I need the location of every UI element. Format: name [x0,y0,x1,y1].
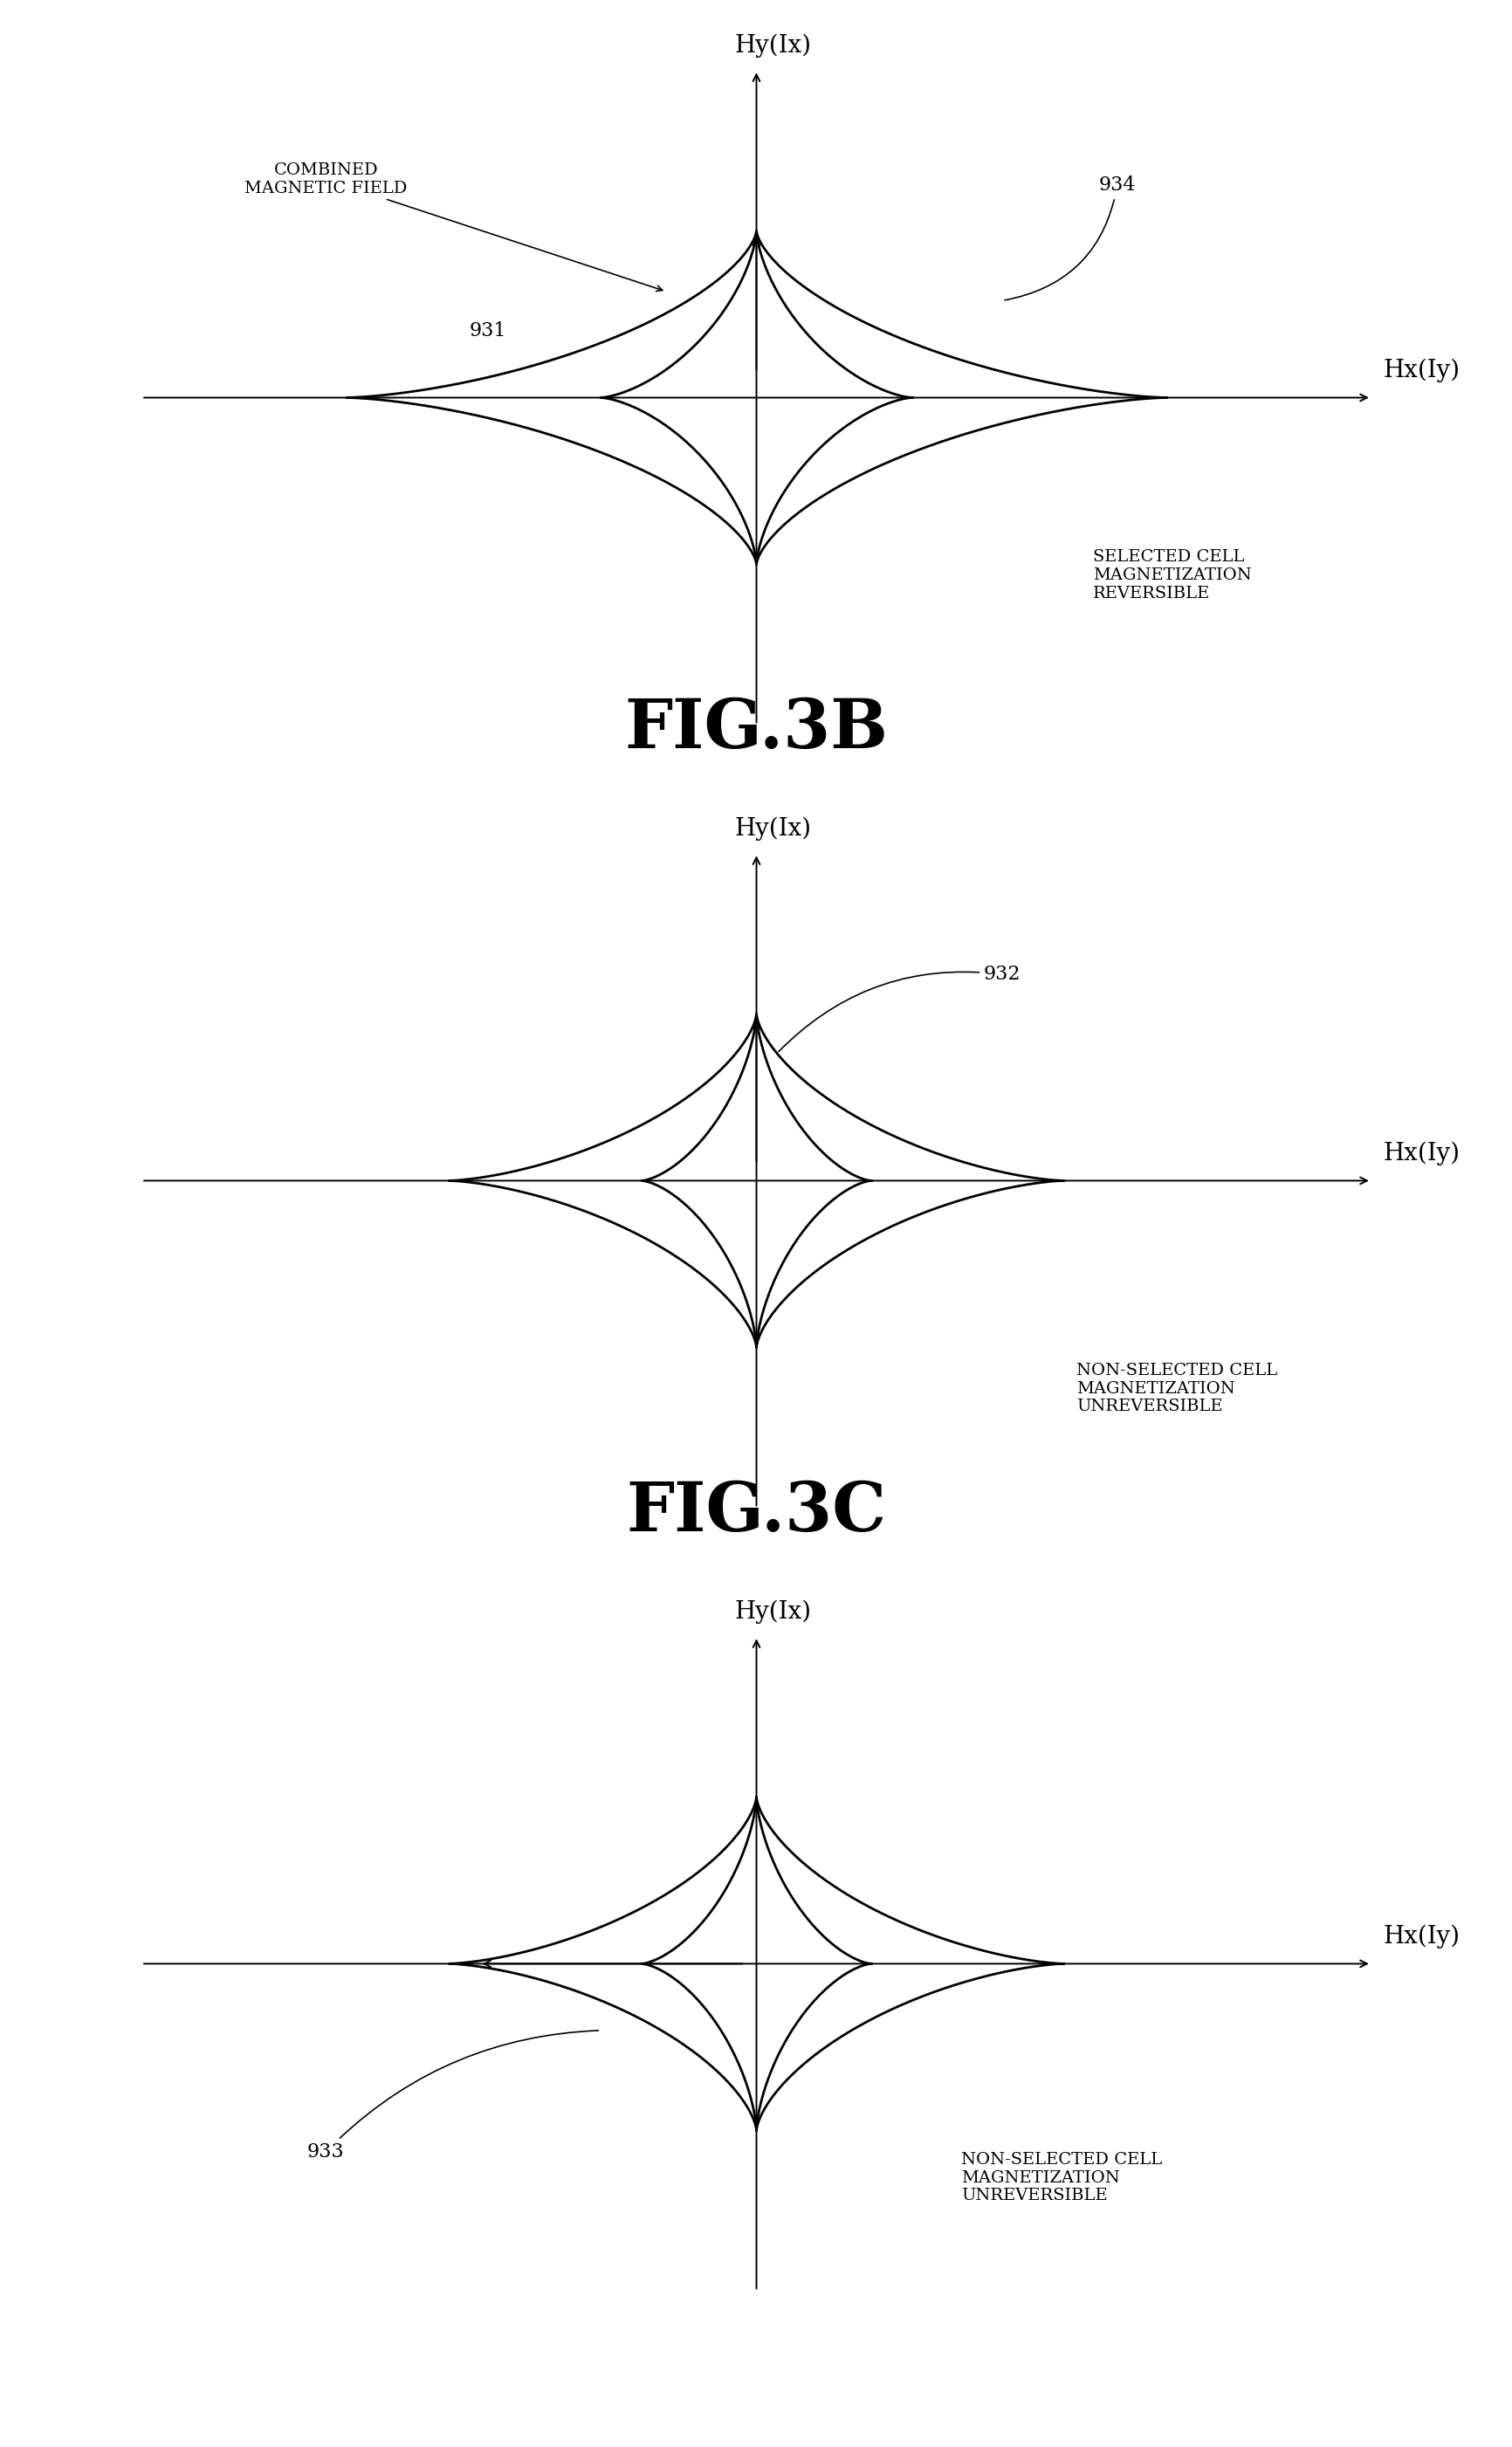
Text: Hx(Iy): Hx(Iy) [1383,1926,1459,1948]
Text: NON-SELECTED CELL
MAGNETIZATION
UNREVERSIBLE: NON-SELECTED CELL MAGNETIZATION UNREVERS… [1075,1363,1276,1414]
Text: COMBINED
MAGNETIC FIELD: COMBINED MAGNETIC FIELD [245,162,662,291]
Text: 932: 932 [779,964,1021,1052]
Text: 931: 931 [469,321,507,340]
Text: FIG.3C: FIG.3C [626,1478,886,1547]
Text: Hy(Ix): Hy(Ix) [733,817,810,842]
Text: NON-SELECTED CELL
MAGNETIZATION
UNREVERSIBLE: NON-SELECTED CELL MAGNETIZATION UNREVERS… [960,2151,1161,2205]
Text: 933: 933 [307,2031,597,2161]
Text: Hy(Ix): Hy(Ix) [733,1600,810,1625]
Text: Hx(Iy): Hx(Iy) [1383,360,1459,382]
Text: 934: 934 [1004,176,1136,301]
Text: Hy(Ix): Hy(Ix) [733,34,810,59]
Text: Hx(Iy): Hx(Iy) [1383,1143,1459,1165]
Text: FIG.3B: FIG.3B [624,695,888,763]
Text: SELECTED CELL
MAGNETIZATION
REVERSIBLE: SELECTED CELL MAGNETIZATION REVERSIBLE [1092,548,1250,602]
